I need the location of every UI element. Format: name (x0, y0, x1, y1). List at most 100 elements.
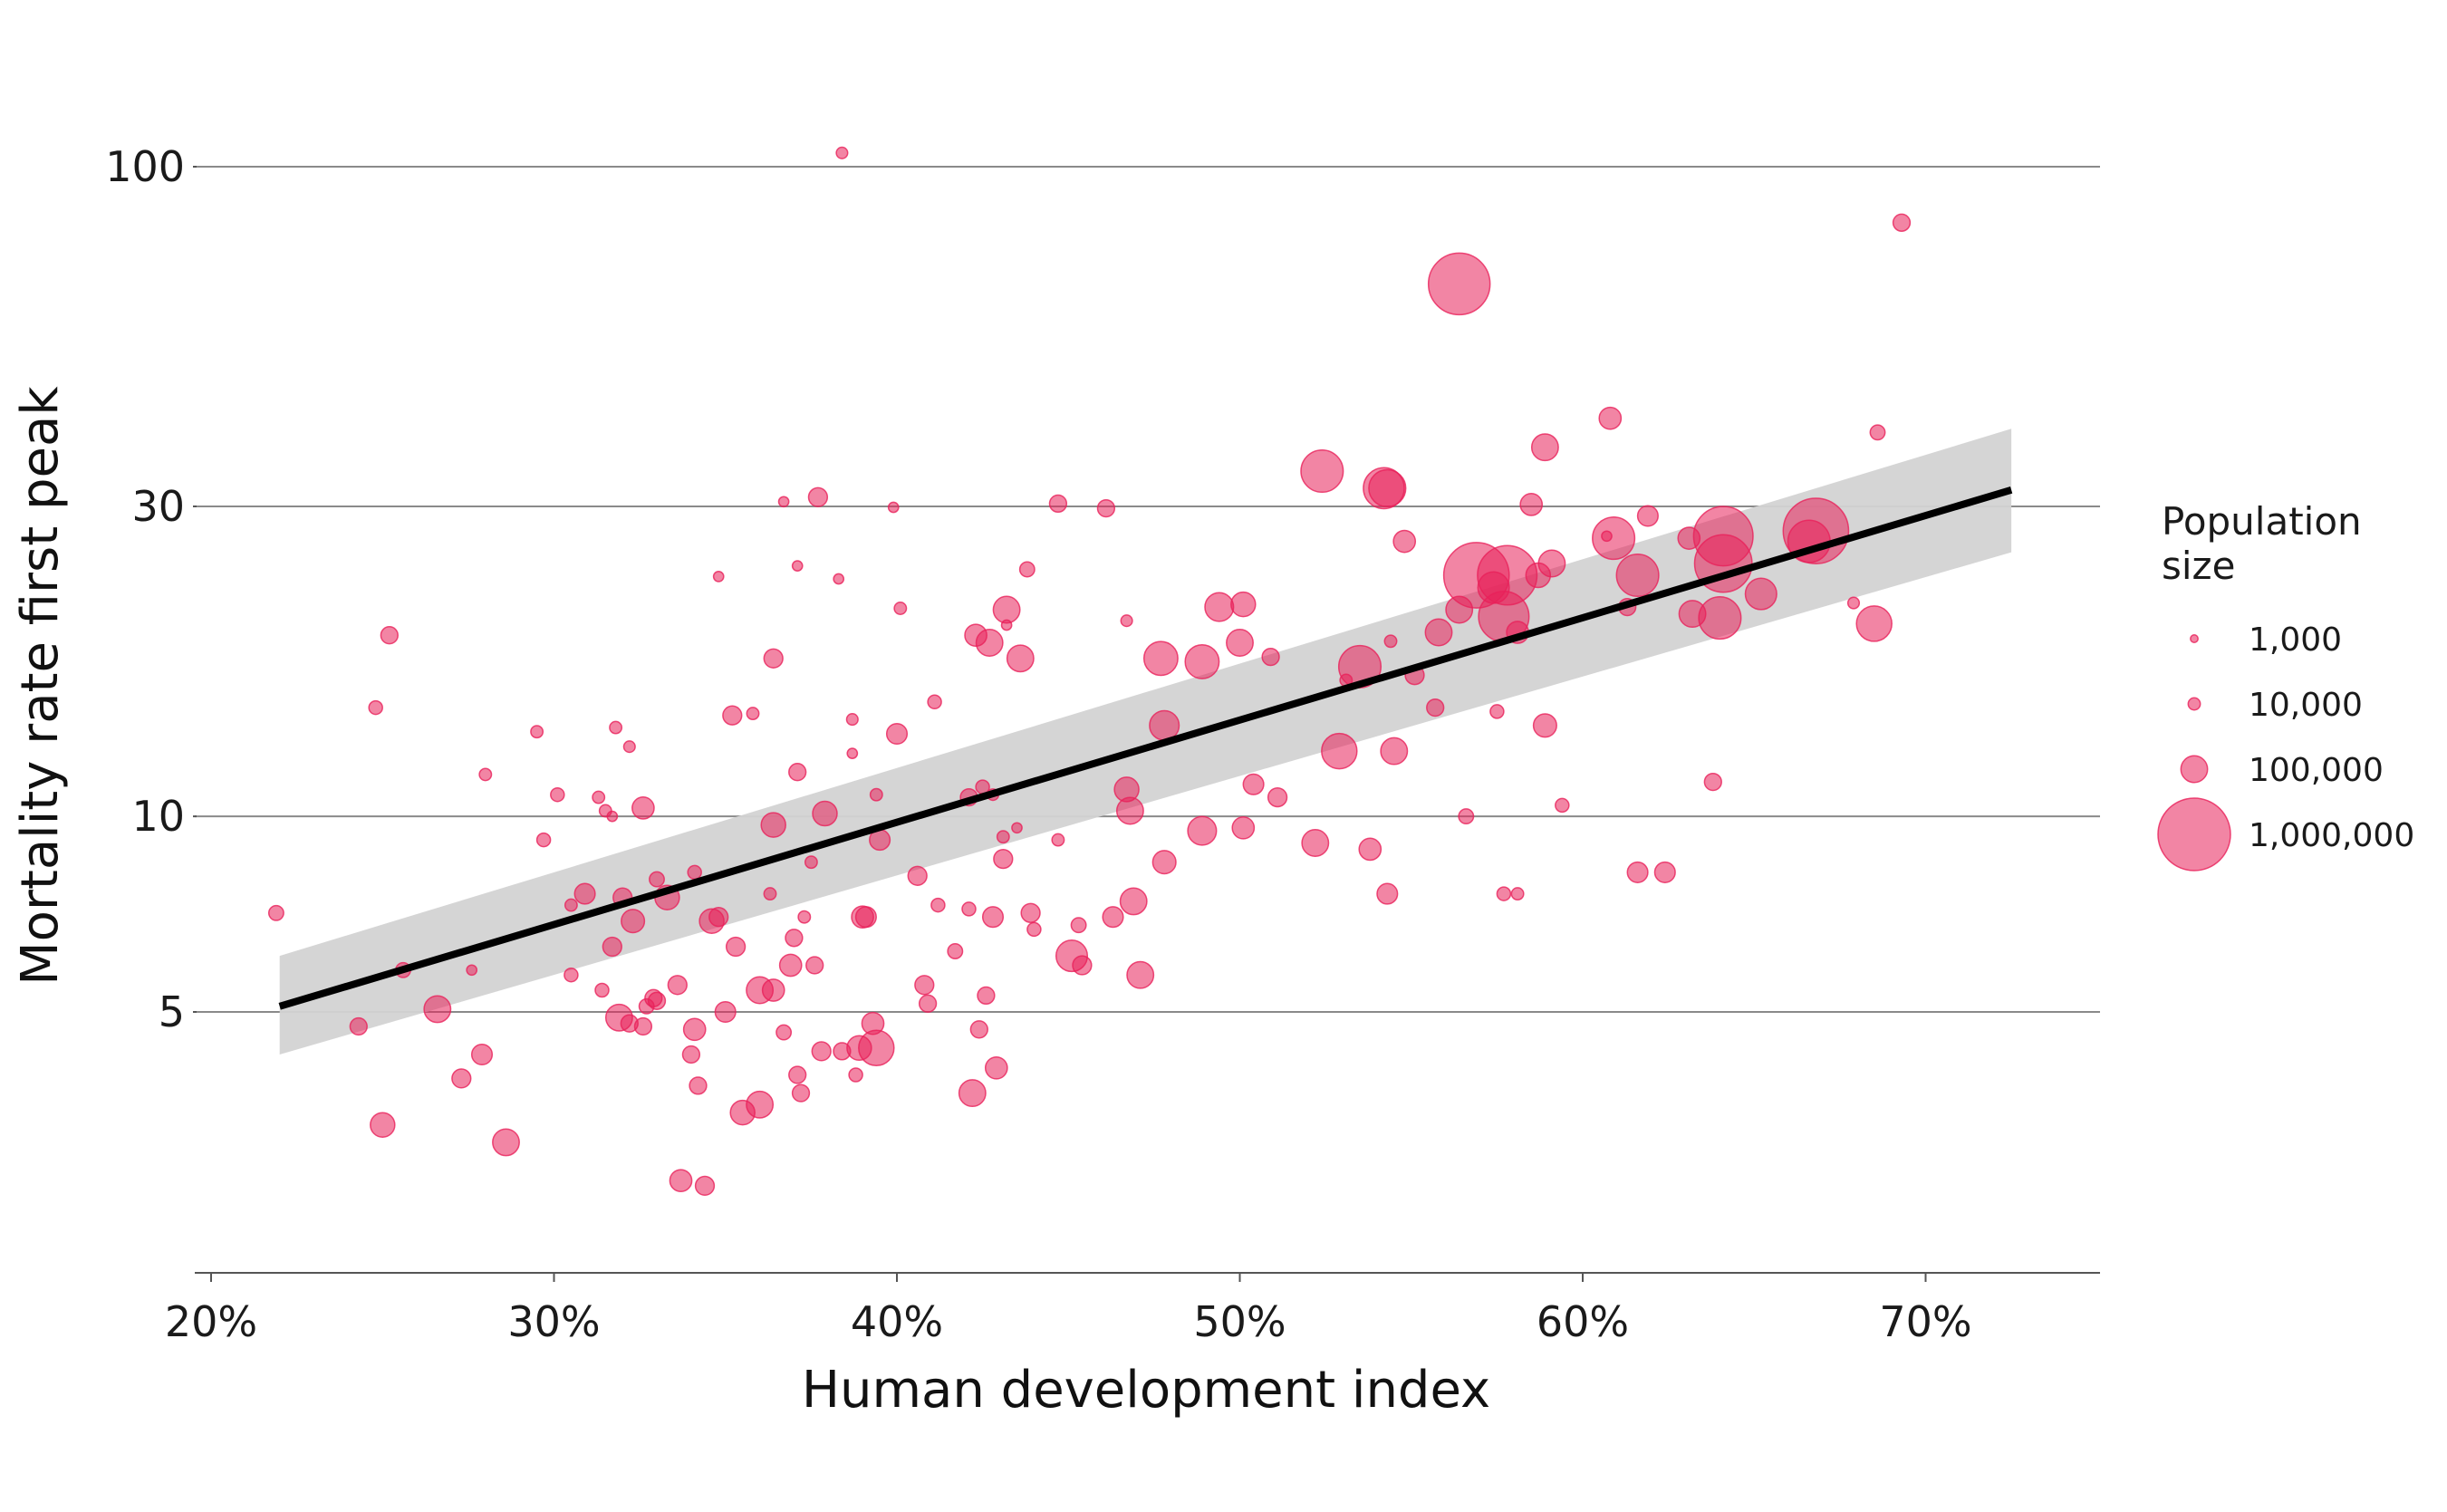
data-point (622, 740, 636, 754)
data-point (1358, 837, 1382, 862)
data-point (530, 725, 544, 739)
data-point (1070, 917, 1087, 934)
data-point (1368, 468, 1407, 508)
data-point (492, 1128, 520, 1157)
data-point (1489, 704, 1505, 719)
data-point (1300, 448, 1344, 494)
data-point (267, 904, 284, 921)
x-tick-label: 40% (851, 1297, 943, 1346)
data-point (602, 936, 622, 958)
data-point (981, 906, 1005, 929)
data-point (1096, 498, 1116, 518)
data-point (1698, 596, 1742, 640)
data-point (1048, 494, 1068, 514)
data-point (423, 995, 452, 1024)
data-point (807, 486, 829, 507)
data-point (776, 1024, 793, 1041)
data-point (1226, 629, 1254, 657)
data-point (984, 1055, 1008, 1080)
data-point (797, 910, 812, 924)
data-point (930, 897, 946, 913)
data-point (689, 1076, 708, 1095)
data-point (975, 629, 1004, 657)
data-point (1496, 886, 1512, 901)
data-point (1267, 786, 1288, 808)
legend-label: 1,000,000 (2249, 817, 2414, 854)
data-point (835, 146, 849, 159)
data-point (833, 1042, 852, 1061)
data-point (811, 1041, 832, 1062)
data-point (682, 1017, 707, 1042)
data-point (785, 929, 804, 948)
data-point (1376, 882, 1399, 905)
data-point (722, 705, 743, 726)
legend-swatch (2157, 797, 2231, 872)
data-point (478, 767, 493, 782)
data-point (349, 1016, 368, 1036)
data-point (791, 560, 804, 572)
data-point (564, 898, 578, 912)
gridlines (195, 166, 2100, 1013)
data-point (1744, 577, 1777, 611)
y-tick-label: 10 (131, 792, 185, 841)
data-point (712, 571, 725, 583)
data-point (760, 812, 786, 838)
data-point (804, 855, 818, 870)
data-point (993, 848, 1014, 870)
data-point (1427, 252, 1491, 316)
data-point (573, 882, 596, 905)
trend-line-layer (278, 486, 2013, 1010)
data-point (1120, 614, 1133, 628)
data-point (947, 943, 964, 959)
data-point (1426, 698, 1445, 717)
data-point (1204, 592, 1235, 622)
data-point (669, 1169, 693, 1193)
data-point (1601, 530, 1613, 543)
data-point (1119, 887, 1148, 916)
data-point (788, 1065, 807, 1084)
data-point (778, 953, 803, 978)
x-tick-label: 30% (507, 1297, 600, 1346)
data-point (969, 1020, 988, 1039)
data-point (763, 648, 784, 669)
data-point (992, 595, 1021, 624)
legend-swatch (2190, 634, 2199, 643)
data-point (1000, 619, 1013, 631)
data-point (1855, 605, 1893, 642)
data-point (833, 573, 845, 585)
data-point (633, 1016, 653, 1036)
data-point (1018, 561, 1036, 578)
data-point (893, 602, 908, 615)
data-point (1636, 505, 1659, 527)
data-point (564, 967, 579, 983)
data-point (1126, 960, 1155, 989)
trend-line (278, 486, 2013, 1010)
data-point (1383, 634, 1398, 649)
data-point (885, 722, 909, 746)
legend-title: size (2162, 544, 2235, 588)
data-point (681, 1045, 701, 1064)
data-point (1072, 955, 1093, 976)
data-point (1231, 815, 1256, 840)
data-point (1626, 861, 1649, 883)
data-point (763, 887, 777, 901)
legend-label: 100,000 (2249, 752, 2384, 789)
data-point (1380, 737, 1409, 766)
x-tick-label: 60% (1537, 1297, 1629, 1346)
data-point (631, 796, 655, 820)
data-point (1020, 902, 1041, 923)
data-point (958, 1079, 987, 1108)
data-point (1151, 850, 1177, 875)
data-point (869, 787, 883, 802)
data-point (667, 975, 688, 996)
data-point (887, 501, 900, 514)
data-point (451, 1068, 472, 1089)
data-point (550, 786, 565, 803)
data-point (1187, 815, 1218, 846)
data-point (1525, 562, 1552, 589)
data-point (1142, 640, 1179, 677)
data-point (761, 978, 785, 1002)
data-point (961, 901, 977, 917)
data-point (918, 994, 938, 1013)
data-point (606, 810, 619, 823)
